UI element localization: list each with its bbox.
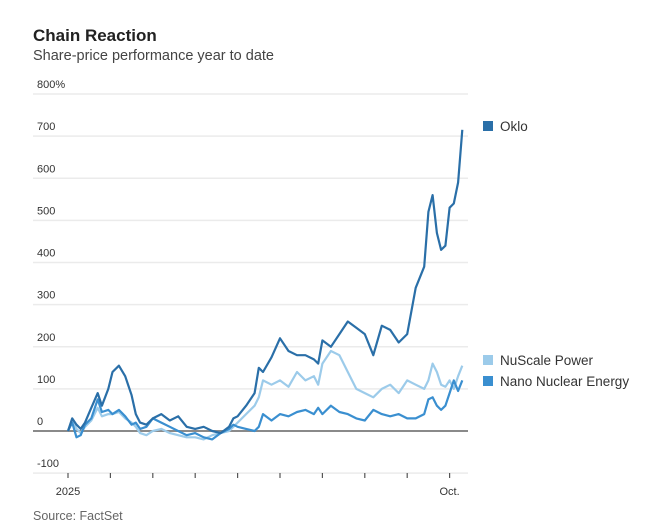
legend-label: Nano Nuclear Energy <box>500 374 629 389</box>
y-tick-label: -100 <box>37 458 59 470</box>
legend-swatch <box>483 121 493 131</box>
y-tick-label: 0 <box>37 416 43 428</box>
y-tick-label: 100 <box>37 374 55 386</box>
y-tick-label: 600 <box>37 163 55 175</box>
y-tick-label: 500 <box>37 205 55 217</box>
legend-item: Nano Nuclear Energy <box>483 374 629 389</box>
y-tick-label: 300 <box>37 290 55 302</box>
series-line-nano-nuclear-energy <box>67 379 464 441</box>
y-tick-label: 200 <box>37 332 55 344</box>
series-line-oklo <box>66 129 464 435</box>
series-line-nuscale-power <box>66 349 464 441</box>
chart-title: Chain Reaction <box>33 26 157 45</box>
legend-label: NuScale Power <box>500 353 594 368</box>
y-tick-label: 700 <box>37 121 55 133</box>
legend-swatch <box>483 355 493 365</box>
y-tick-label: 400 <box>37 248 55 260</box>
legend-item: Oklo <box>483 119 528 134</box>
x-tick-label: Oct. <box>440 486 460 498</box>
y-tick-label: 800% <box>37 79 65 91</box>
legend-label: Oklo <box>500 119 528 134</box>
legend-swatch <box>483 376 493 386</box>
legend-item: NuScale Power <box>483 353 594 368</box>
x-tick-label: 2025 <box>56 486 80 498</box>
source-note: Source: FactSet <box>33 509 123 523</box>
chart-subtitle: Share-price performance year to date <box>33 48 274 64</box>
